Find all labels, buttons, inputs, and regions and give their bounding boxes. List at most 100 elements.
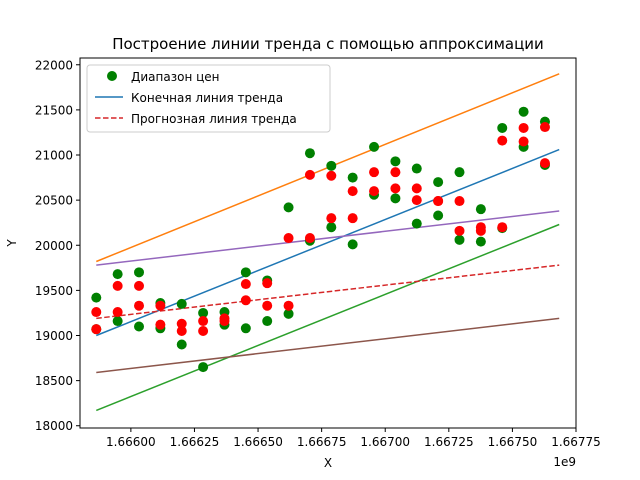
- data-point-s1-34: [433, 210, 444, 221]
- data-point-s1-27: [369, 141, 380, 152]
- data-point-s2-31: [411, 183, 422, 194]
- trend-line-4: [96, 210, 560, 266]
- data-point-s2-6: [134, 300, 145, 311]
- data-point-s1-38: [475, 236, 486, 247]
- data-point-s2-34: [433, 196, 444, 207]
- data-point-s2-23: [326, 170, 337, 181]
- data-point-s2-40: [497, 222, 508, 233]
- data-point-s1-12: [198, 307, 209, 318]
- data-point-s2-32: [411, 195, 422, 206]
- y-tick-label-9: 22000: [35, 58, 73, 72]
- data-point-s1-10: [176, 298, 187, 309]
- y-tick-label-5: 20000: [35, 239, 73, 253]
- data-point-s2-24: [326, 213, 337, 224]
- data-point-s1-15: [240, 267, 251, 278]
- legend-box: [86, 64, 331, 133]
- data-point-s1-26: [347, 239, 358, 250]
- y-axis-ticks: 18000 18500 19000 19500 20000 20500 21000 21500…: [35, 58, 80, 433]
- data-point-s1-4: [112, 269, 123, 280]
- data-point-s2-41: [518, 122, 529, 133]
- data-point-s2-18: [262, 300, 273, 311]
- data-point-s1-37: [475, 204, 486, 215]
- legend-label-forecast-trend: Прогнозная линия тренда: [131, 112, 297, 126]
- y-tick-label-7: 21000: [35, 149, 73, 163]
- data-point-s1-36: [454, 234, 465, 245]
- data-point-s1-3: [112, 316, 123, 327]
- data-point-s2-30: [390, 183, 401, 194]
- data-point-s1-25: [347, 172, 358, 183]
- data-point-s2-11: [198, 316, 209, 327]
- data-point-s1-24: [326, 222, 337, 233]
- x-tick-label-7: 1.66750: [488, 435, 538, 449]
- x-axis-ticks: 1.66600 1.66625 1.66650 1.66675 1.66700 1.667…: [106, 428, 601, 449]
- x-tick-label-5: 1.66700: [360, 435, 410, 449]
- data-point-s1-16: [240, 323, 251, 334]
- data-point-s1-21: [304, 148, 315, 159]
- data-point-s2-42: [518, 136, 529, 147]
- data-point-s2-20: [283, 300, 294, 311]
- data-point-s2-43: [539, 122, 550, 133]
- data-point-s2-16: [240, 295, 251, 306]
- data-point-s1-35: [454, 167, 465, 178]
- trend-line-1: [96, 148, 560, 337]
- x-tick-label-6: 1.66725: [424, 435, 474, 449]
- data-point-s2-7: [155, 300, 166, 311]
- data-point-s1-11: [198, 362, 209, 373]
- y-tick-label-2: 18500: [35, 374, 73, 388]
- trend-line-6: [96, 317, 560, 374]
- data-point-s1-30: [390, 193, 401, 204]
- data-point-s2-26: [347, 213, 358, 224]
- data-point-s1-33: [433, 177, 444, 188]
- trend-line-3: [96, 223, 560, 412]
- data-point-s1-19: [283, 202, 294, 213]
- x-tick-label-1: 1.66600: [106, 435, 156, 449]
- data-point-s1-18: [262, 316, 273, 327]
- x-tick-label-2: 1.66625: [170, 435, 220, 449]
- data-point-s2-19: [283, 233, 294, 244]
- data-point-s2-29: [390, 167, 401, 178]
- x-axis-offset-label: 1e9: [553, 455, 576, 469]
- x-axis-label: X: [324, 456, 332, 470]
- data-point-s2-15: [240, 279, 251, 290]
- data-point-s1-29: [390, 156, 401, 167]
- data-point-s1-5: [134, 267, 145, 278]
- legend-label-price-range: Диапазон цен: [131, 70, 220, 84]
- data-point-s2-28: [369, 186, 380, 197]
- data-point-s2-44: [539, 158, 550, 169]
- data-point-s2-4: [112, 307, 123, 318]
- y-tick-label-4: 19500: [35, 284, 73, 298]
- data-point-s1-9: [176, 339, 187, 350]
- data-point-s1-39: [497, 122, 508, 133]
- data-point-s2-36: [454, 225, 465, 236]
- x-tick-label-3: 1.66650: [233, 435, 283, 449]
- data-point-s2-14: [219, 316, 230, 327]
- data-point-s2-35: [454, 196, 465, 207]
- data-point-s2-2: [91, 324, 102, 335]
- data-point-s2-17: [262, 278, 273, 289]
- y-tick-label-8: 21500: [35, 103, 73, 117]
- data-point-s2-21: [304, 169, 315, 180]
- y-axis-label: Y: [5, 239, 19, 248]
- y-tick-label-6: 20500: [35, 194, 73, 208]
- data-point-s1-32: [411, 218, 422, 229]
- y-tick-label-3: 19000: [35, 329, 73, 343]
- x-tick-label-4: 1.66675: [297, 435, 347, 449]
- y-tick-label-1: 18000: [35, 419, 73, 433]
- chart-title: Построение линии тренда с помощью аппрок…: [112, 35, 544, 53]
- data-point-s2-9: [176, 318, 187, 329]
- x-tick-label-8: 1.66775: [551, 435, 601, 449]
- legend-label-final-trend: Конечная линия тренда: [131, 91, 283, 105]
- data-point-s2-1: [91, 307, 102, 318]
- legend-marker-price-range: [107, 71, 117, 81]
- data-point-s1-31: [411, 163, 422, 174]
- plot-frame: [79, 57, 577, 429]
- trend-line-5: [96, 264, 560, 320]
- data-point-s2-8: [155, 319, 166, 330]
- legend: Диапазон цен Конечная линия тренда Прогн…: [86, 64, 331, 133]
- data-point-s1-6: [134, 321, 145, 332]
- data-point-s1-23: [326, 160, 337, 171]
- data-point-s2-3: [112, 280, 123, 291]
- data-point-s2-12: [198, 325, 209, 336]
- data-point-s1-20: [283, 308, 294, 319]
